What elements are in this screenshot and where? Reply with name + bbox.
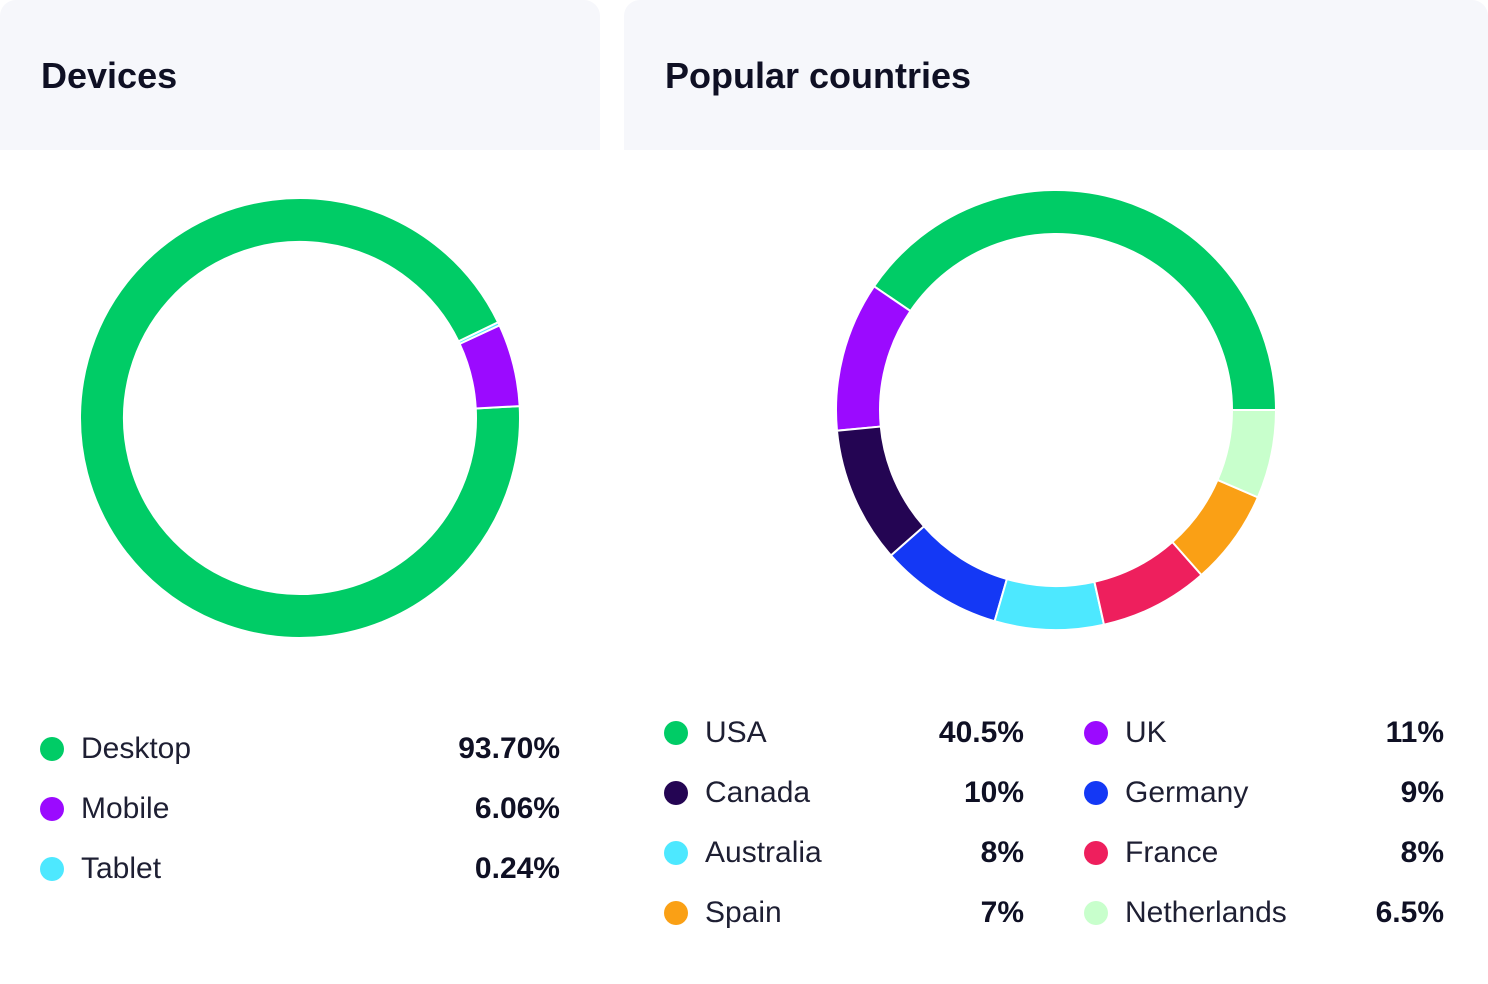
countries-header: Popular countries (624, 0, 1488, 150)
countries-title: Popular countries (665, 55, 972, 96)
slice-tablet (457, 320, 501, 346)
devices-header: Devices (0, 0, 600, 150)
slice-usa (872, 189, 1278, 411)
countries-card: Popular countries USA 40.5% UK 11% Canada 10%… (624, 0, 1488, 984)
devices-card: Devices Desktop 93.70% Mobile 6.06% Tablet 0.… (0, 0, 600, 984)
slice-canada (835, 425, 926, 557)
devices-donut-chart (78, 197, 521, 639)
countries-donut-chart (835, 189, 1278, 631)
devices-title: Devices (41, 55, 178, 96)
slice-desktop (78, 197, 521, 639)
slice-uk (835, 284, 912, 432)
slice-netherlands (1216, 409, 1278, 499)
slice-australia (993, 577, 1106, 631)
slice-germany (889, 524, 1009, 623)
